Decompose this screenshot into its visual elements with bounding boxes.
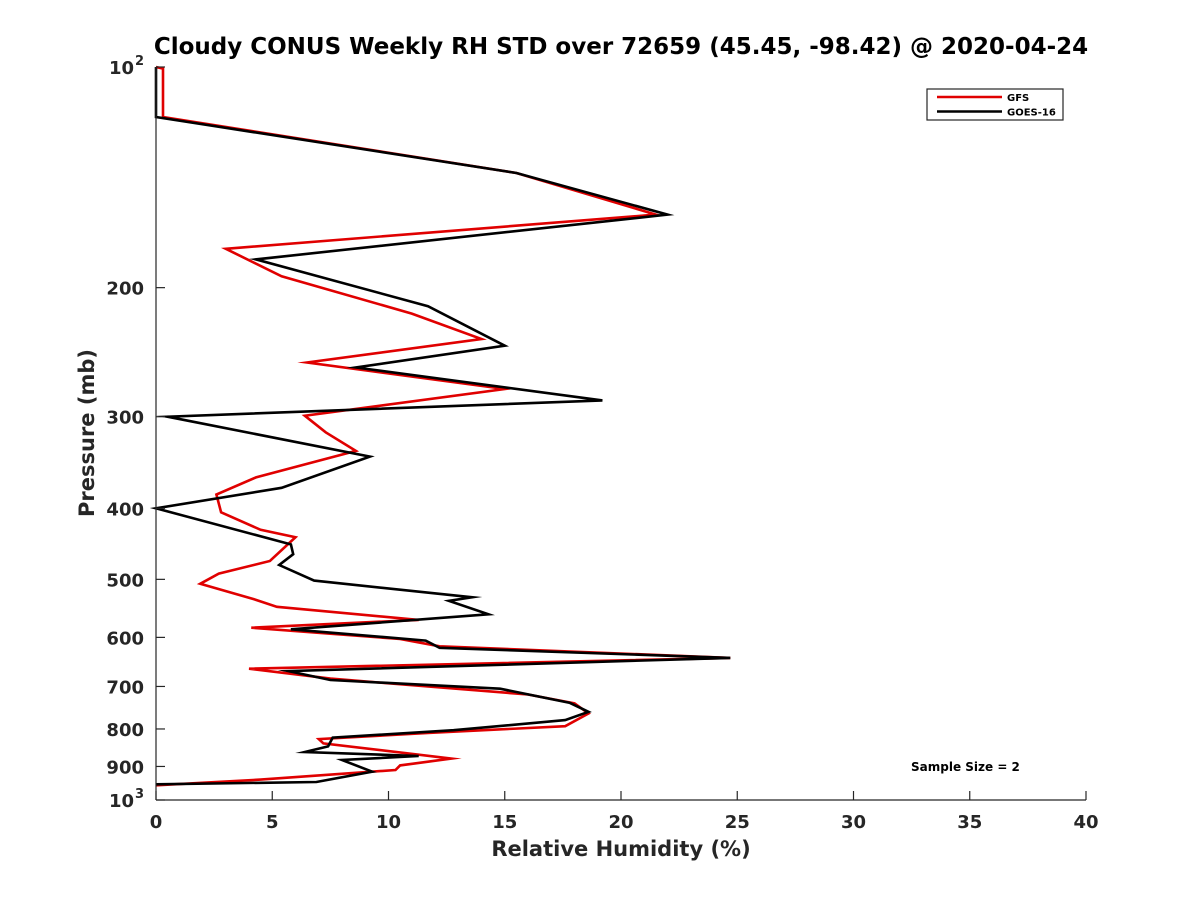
legend-label-gfs: GFS — [1007, 93, 1029, 104]
series-layer — [149, 65, 731, 787]
x-tick-label: 35 — [957, 812, 982, 833]
chart-title: Cloudy CONUS Weekly RH STD over 72659 (4… — [154, 34, 1088, 60]
y-tick-label: 200 — [106, 279, 144, 300]
y-tick-exponent: 2 — [135, 54, 144, 69]
sample-size-annotation: Sample Size = 2 — [911, 760, 1020, 774]
x-tick-label: 40 — [1073, 812, 1098, 833]
legend-box — [926, 88, 1064, 121]
x-tick-label: 10 — [376, 812, 401, 833]
legend: GFS GOES-16 — [926, 88, 1064, 121]
y-tick-label: 800 — [106, 720, 144, 741]
y-tick-label: 300 — [106, 408, 144, 429]
x-tick-label: 0 — [150, 812, 163, 833]
y-tick-label: 400 — [106, 499, 144, 520]
y-tick-label: 600 — [106, 628, 144, 649]
x-tick-label: 15 — [492, 812, 517, 833]
y-tick-exponent: 3 — [135, 787, 144, 802]
series-line-gfs — [155, 65, 731, 787]
x-axis-label: Relative Humidity (%) — [491, 837, 750, 861]
x-tick-label: 30 — [841, 812, 866, 833]
legend-label-goes-16: GOES-16 — [1007, 108, 1056, 119]
y-tick-label: 700 — [106, 677, 144, 698]
x-tick-label: 5 — [266, 812, 279, 833]
y-tick-label: 10 — [109, 58, 134, 79]
y-tick-label: 900 — [106, 757, 144, 778]
series-line-goes-16 — [149, 67, 731, 786]
y-axis-label: Pressure (mb) — [75, 349, 99, 517]
y-tick-label: 10 — [109, 791, 134, 812]
x-tick-label: 20 — [608, 812, 633, 833]
y-tick-label: 500 — [106, 570, 144, 591]
x-tick-label: 25 — [725, 812, 750, 833]
